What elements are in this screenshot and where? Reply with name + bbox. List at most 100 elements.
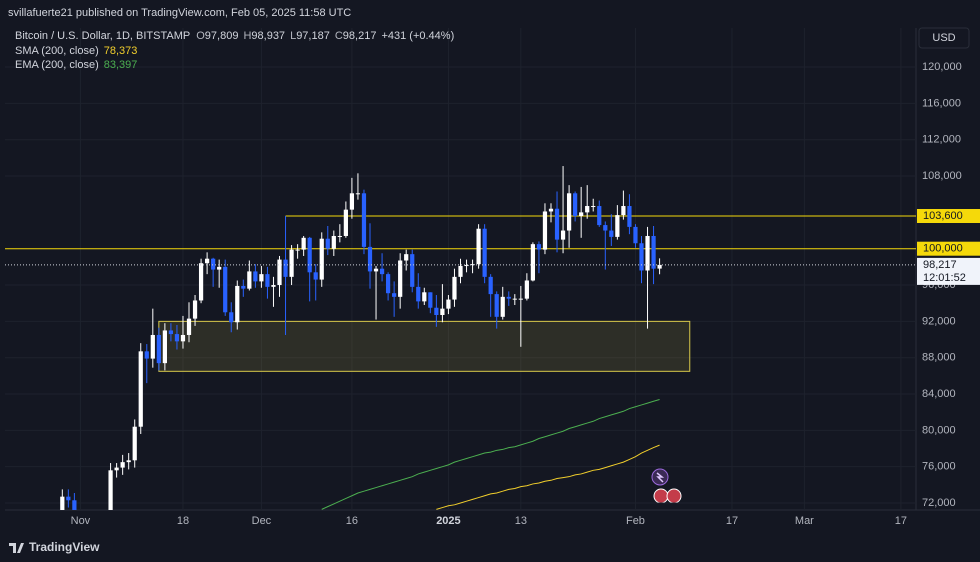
legend-indicator-name: EMA (200, close) (15, 59, 99, 71)
legend-indicator-name: SMA (200, close) (15, 45, 99, 57)
zone (158, 320, 691, 372)
candle-body (609, 230, 614, 237)
candle-body (217, 266, 222, 270)
x-tick-label: Nov (71, 515, 91, 527)
y-tick-label: 120,000 (922, 61, 962, 73)
candle-body (621, 206, 626, 216)
candle-body (307, 237, 312, 273)
candle-body (651, 235, 656, 269)
candle-body (452, 276, 457, 300)
candle-body (585, 206, 590, 213)
candle-body (301, 237, 306, 250)
candle-body (66, 496, 71, 501)
level-label-box (917, 241, 980, 256)
last-price-box (917, 257, 980, 285)
candle-body (434, 307, 439, 316)
candle-body (265, 274, 270, 287)
candle-body (428, 292, 433, 308)
candle-body (223, 266, 228, 313)
candle-body (560, 230, 566, 240)
x-tick-label: 17 (895, 515, 907, 527)
candle-body (385, 274, 391, 294)
candle-body (126, 460, 131, 463)
candle-body (144, 351, 149, 359)
candle-body (573, 193, 578, 217)
candle-body (168, 330, 174, 335)
candle-body (235, 285, 240, 323)
candle-body (186, 318, 192, 335)
indicator-line (436, 444, 660, 510)
legend-indicator-value: 83,397 (104, 59, 138, 71)
candle-body (313, 272, 318, 280)
candle-body (379, 268, 385, 275)
candle-body (283, 259, 288, 277)
candle-body (579, 212, 584, 217)
candle-body (603, 225, 608, 231)
candle-body (198, 263, 204, 301)
candle-body (416, 286, 421, 302)
candle-body (639, 243, 644, 271)
last-price-label: 98,217 (923, 259, 957, 271)
candle-body (174, 334, 180, 342)
candle-body (524, 280, 529, 299)
x-tick-label: 13 (515, 515, 527, 527)
candle-body (343, 209, 348, 236)
candle-body (331, 235, 336, 249)
legend-text: H (243, 30, 251, 42)
candle-body (361, 193, 367, 247)
currency-box[interactable] (918, 27, 970, 49)
candle-body (404, 254, 409, 261)
candle-body (253, 271, 258, 282)
x-tick-label: Dec (252, 515, 272, 527)
candle-body (373, 268, 379, 272)
x-tick-label: Mar (795, 515, 814, 527)
candle-body (211, 258, 216, 270)
candle-body (295, 249, 300, 251)
x-tick-label: Feb (626, 515, 645, 527)
candle-body (536, 244, 542, 250)
candle-body (355, 193, 361, 195)
candle-body (633, 226, 638, 244)
currency[interactable]: USD (932, 32, 955, 44)
candle-body (548, 208, 554, 212)
candle-body (72, 500, 77, 510)
candle-body (597, 206, 602, 226)
candle-body (554, 208, 560, 240)
candle-body (349, 193, 355, 210)
candle-body (627, 206, 632, 227)
candle-body (410, 254, 415, 287)
level-label: 100,000 (923, 243, 963, 255)
candle-body (422, 292, 427, 302)
candle-body (494, 294, 499, 317)
x-tick-label: 2025 (436, 515, 460, 527)
candle-body (156, 334, 161, 364)
candle-body (162, 330, 167, 364)
candle-body (506, 296, 511, 299)
indicator-line (321, 399, 660, 510)
candle-body (241, 285, 246, 289)
candle-body (289, 249, 294, 277)
candle-body (325, 238, 330, 249)
y-tick-label: 76,000 (922, 461, 956, 473)
candle-body (398, 260, 403, 297)
event-icons[interactable] (651, 468, 682, 504)
byline: svillafuerte21 published on TradingView.… (8, 7, 351, 19)
countdown: 12:01:52 (923, 272, 966, 284)
y-tick-label: 72,000 (922, 497, 956, 509)
candle-body (512, 298, 517, 300)
candle-body (464, 265, 469, 267)
footer-logo: TradingView (9, 540, 100, 554)
candle-body (60, 496, 65, 510)
level-label: 103,600 (923, 210, 963, 222)
x-tick-label: 16 (346, 515, 358, 527)
candle-body (500, 296, 505, 317)
candle-body (518, 298, 523, 300)
candle-body (367, 246, 373, 272)
legend-text: Bitcoin / U.S. Dollar, 1D, BITSTAMP (15, 30, 190, 42)
candle-body (114, 467, 119, 471)
candle-body (180, 334, 186, 342)
candle-body (108, 470, 113, 510)
candle-body (470, 264, 475, 266)
candle-body (120, 462, 125, 468)
